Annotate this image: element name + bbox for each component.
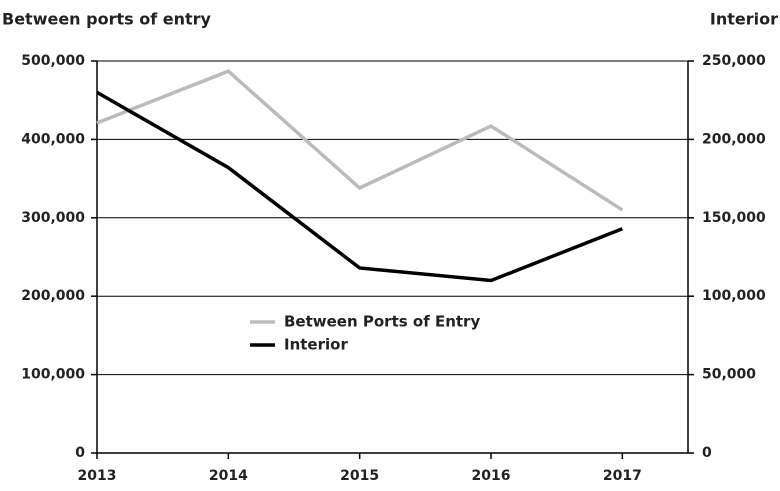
x-tick-label: 2014: [209, 468, 248, 484]
y-tick-label: 100,000: [21, 367, 85, 383]
y-tick-label: 400,000: [21, 131, 85, 147]
y2-tick-label: 200,000: [702, 131, 766, 147]
y2-tick-label: 150,000: [702, 210, 766, 226]
x-tick-label: 2016: [472, 468, 511, 484]
y-tick-label: 500,000: [21, 53, 85, 69]
y2-tick-label: 0: [702, 445, 712, 461]
series-line: [96, 69, 624, 212]
y-tick-label: 200,000: [21, 288, 85, 304]
x-tick-label: 2017: [603, 468, 642, 484]
y2-tick-label: 50,000: [702, 367, 756, 383]
legend-label: Between Ports of Entry: [284, 313, 480, 331]
y-tick-label: 300,000: [21, 210, 85, 226]
y2-tick-label: 100,000: [702, 288, 766, 304]
y-axis-title: Between ports of entry: [2, 10, 212, 29]
y2-tick-label: 250,000: [702, 53, 766, 69]
x-tick-label: 2013: [78, 468, 117, 484]
y2-axis-title: Interior: [710, 10, 778, 29]
series-line: [96, 90, 623, 283]
legend-label: Interior: [284, 336, 348, 354]
y-tick-label: 0: [75, 445, 85, 461]
x-tick-label: 2015: [340, 468, 379, 484]
